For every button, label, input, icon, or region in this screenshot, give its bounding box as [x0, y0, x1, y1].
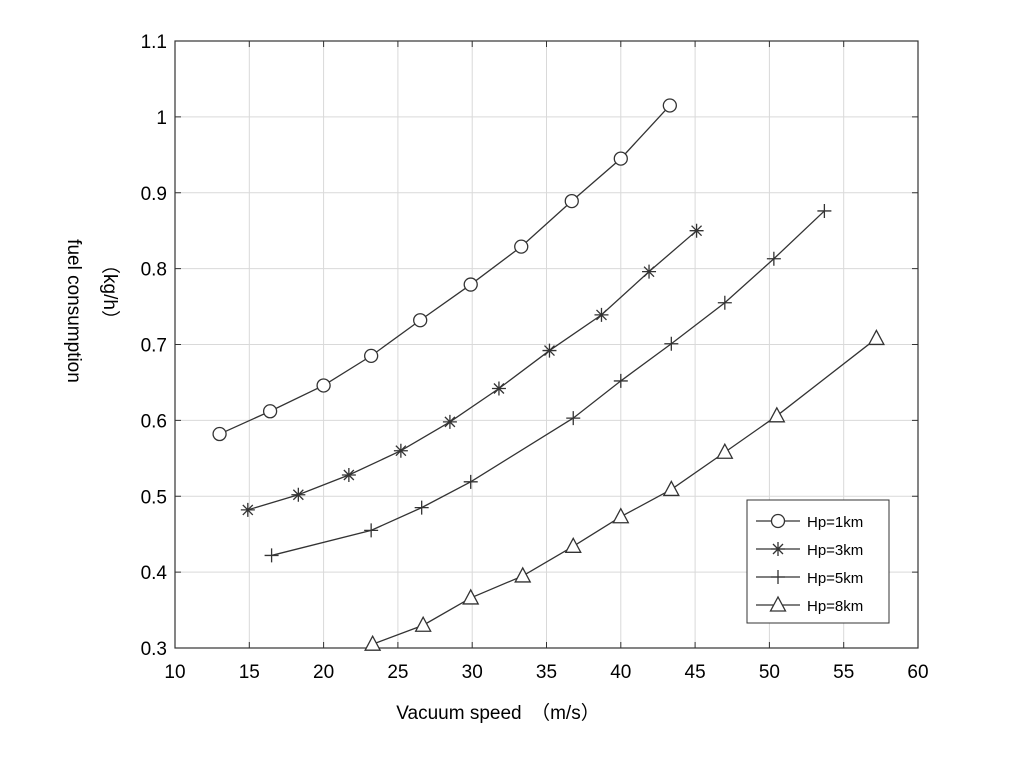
circle-marker	[613, 151, 628, 166]
triangle-marker	[462, 588, 480, 605]
asterisk-marker	[393, 443, 408, 458]
plus-marker	[566, 411, 581, 426]
y-tick-label: 0.9	[141, 184, 167, 205]
x-tick-label: 15	[239, 662, 260, 683]
triangle-marker	[662, 480, 680, 497]
y-tick-label: 1	[156, 108, 167, 129]
triangle-marker	[867, 329, 885, 346]
x-tick-label: 10	[164, 662, 185, 683]
y-axis-title-group: fuel consumption	[63, 239, 84, 383]
y-tick-label: 0.8	[141, 260, 167, 281]
circle-marker	[514, 239, 529, 254]
x-tick-label: 55	[833, 662, 854, 683]
x-tick-label: 40	[610, 662, 631, 683]
x-tick-label: 50	[759, 662, 780, 683]
legend-label: Hp=1km	[807, 514, 863, 531]
circle-marker	[212, 426, 227, 442]
asterisk-marker	[291, 487, 306, 502]
circle-marker	[364, 348, 379, 364]
triangle-marker	[769, 595, 787, 612]
plus-marker	[613, 373, 628, 388]
legend-entry: Hp=3km	[756, 542, 863, 559]
asterisk-marker	[240, 502, 255, 517]
series-line	[372, 337, 877, 645]
series-line	[219, 105, 671, 435]
y-tick-label: 1.1	[141, 32, 167, 53]
triangle-marker	[612, 507, 630, 524]
legend-entry: Hp=5km	[756, 570, 863, 587]
x-axis: 10 15 20 25 30 35 40 45 50 55 60	[164, 41, 929, 683]
series-Hp=3km	[240, 223, 704, 517]
y-tick-label: 0.5	[141, 487, 167, 508]
y-tick-label: 0.6	[141, 411, 167, 432]
legend-entry: Hp=1km	[756, 513, 863, 531]
plus-marker	[766, 251, 781, 266]
legend-entry: Hp=8km	[756, 595, 863, 615]
series-line	[247, 230, 698, 511]
x-tick-label: 35	[536, 662, 557, 683]
asterisk-marker	[491, 381, 506, 396]
circle-marker	[662, 98, 677, 113]
legend-label: Hp=8km	[807, 598, 863, 615]
asterisk-marker	[771, 542, 785, 556]
plus-marker	[414, 500, 429, 515]
series-Hp=1km	[212, 98, 677, 442]
plus-marker	[771, 570, 785, 584]
x-tick-label: 30	[462, 662, 483, 683]
circle-marker	[262, 404, 278, 419]
y-axis-unit: （kg/h）	[99, 255, 121, 329]
triangle-marker	[564, 536, 582, 553]
legend: Hp=1km Hp=3km Hp=5km Hp=8km	[746, 499, 890, 624]
series-Hp=8km	[364, 329, 885, 651]
plus-marker	[817, 203, 832, 218]
plus-marker	[717, 295, 732, 310]
plus-marker	[264, 548, 279, 563]
asterisk-marker	[442, 414, 457, 429]
x-axis-title: Vacuum speed （m/s）	[396, 702, 599, 724]
plus-marker	[364, 523, 379, 538]
x-tick-label: 25	[387, 662, 408, 683]
triangle-marker	[768, 406, 786, 423]
series-line	[271, 210, 825, 557]
triangle-marker	[514, 566, 532, 583]
y-tick-label: 0.4	[141, 563, 168, 584]
x-tick-label: 45	[685, 662, 706, 683]
circle-marker	[564, 193, 579, 209]
legend-label: Hp=3km	[807, 542, 863, 559]
circle-marker	[463, 277, 478, 292]
y-tick-label: 0.7	[141, 336, 167, 357]
circle-marker	[770, 513, 786, 529]
plus-marker	[664, 336, 679, 351]
triangle-marker	[364, 634, 382, 651]
x-tick-label: 20	[313, 662, 334, 683]
legend-label: Hp=5km	[807, 570, 863, 587]
circle-marker	[316, 378, 331, 393]
y-tick-label: 0.3	[141, 639, 167, 660]
y-axis-unit-group: （kg/h）	[99, 255, 121, 329]
asterisk-marker	[642, 264, 657, 279]
series-Hp=5km	[264, 203, 832, 563]
y-axis-title: fuel consumption	[63, 239, 84, 383]
triangle-marker	[414, 615, 432, 632]
asterisk-marker	[542, 343, 557, 358]
series-layer	[212, 98, 885, 651]
asterisk-marker	[341, 468, 356, 483]
asterisk-marker	[689, 223, 704, 238]
x-tick-label: 60	[907, 662, 928, 683]
y-axis: 0.3 0.4 0.5 0.6 0.7 0.8 0.9 1 1.1	[141, 32, 918, 660]
triangle-marker	[716, 442, 734, 459]
asterisk-marker	[594, 307, 609, 322]
plus-marker	[463, 474, 478, 489]
circle-marker	[413, 313, 428, 328]
